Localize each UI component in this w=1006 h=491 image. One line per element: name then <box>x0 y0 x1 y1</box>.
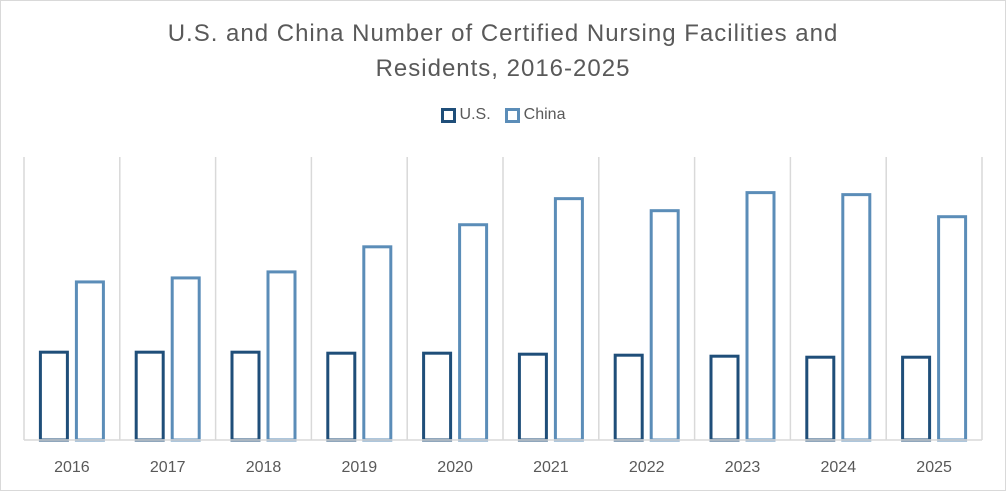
chart-title-line-1: U.S. and China Number of Certified Nursi… <box>167 20 839 47</box>
x-tick-label-2022: 2022 <box>629 459 665 476</box>
legend-item-china[interactable]: China <box>504 106 566 124</box>
x-tick-label-2023: 2023 <box>725 459 761 476</box>
bar-us-2017 <box>134 350 165 442</box>
bar-china-2021 <box>553 197 584 442</box>
bar-us-2025 <box>901 355 932 442</box>
bar-us-2020 <box>422 351 453 442</box>
bar-china-2022 <box>649 209 680 442</box>
bar-china-2017 <box>170 276 201 442</box>
x-tick-label-2021: 2021 <box>533 459 569 476</box>
bar-us-2022 <box>613 353 644 442</box>
legend-label-us: U.S. <box>459 106 491 123</box>
legend-item-us[interactable]: U.S. <box>440 106 491 124</box>
bar-us-2024 <box>805 355 836 442</box>
bar-china-2023 <box>745 191 776 442</box>
x-tick-label-2020: 2020 <box>437 459 473 476</box>
legend-swatch-us <box>440 107 456 123</box>
legend-swatch-china <box>504 107 520 123</box>
bar-china-2019 <box>362 245 393 442</box>
x-tick-label-2018: 2018 <box>246 459 282 476</box>
x-tick-label-2019: 2019 <box>342 459 378 476</box>
chart-title-line-2: Residents, 2016-2025 <box>375 55 631 82</box>
x-tick-label-2024: 2024 <box>821 459 857 476</box>
chart-title: U.S. and China Number of Certified Nursi… <box>0 16 1006 86</box>
bar-us-2016 <box>38 350 69 442</box>
legend-label-china: China <box>523 106 566 123</box>
bar-china-2025 <box>937 215 968 442</box>
bar-china-2024 <box>841 193 872 442</box>
bar-china-2016 <box>74 280 105 442</box>
bar-us-2019 <box>326 351 357 442</box>
x-tick-label-2025: 2025 <box>916 459 952 476</box>
x-tick-label-2017: 2017 <box>150 459 186 476</box>
x-tick-label-2016: 2016 <box>54 459 90 476</box>
bar-china-2018 <box>266 270 297 442</box>
bar-china-2020 <box>458 223 489 442</box>
legend: U.S. China <box>0 106 1006 124</box>
bar-us-2023 <box>709 354 740 442</box>
bar-us-2021 <box>517 352 548 442</box>
bar-us-2018 <box>230 350 261 442</box>
